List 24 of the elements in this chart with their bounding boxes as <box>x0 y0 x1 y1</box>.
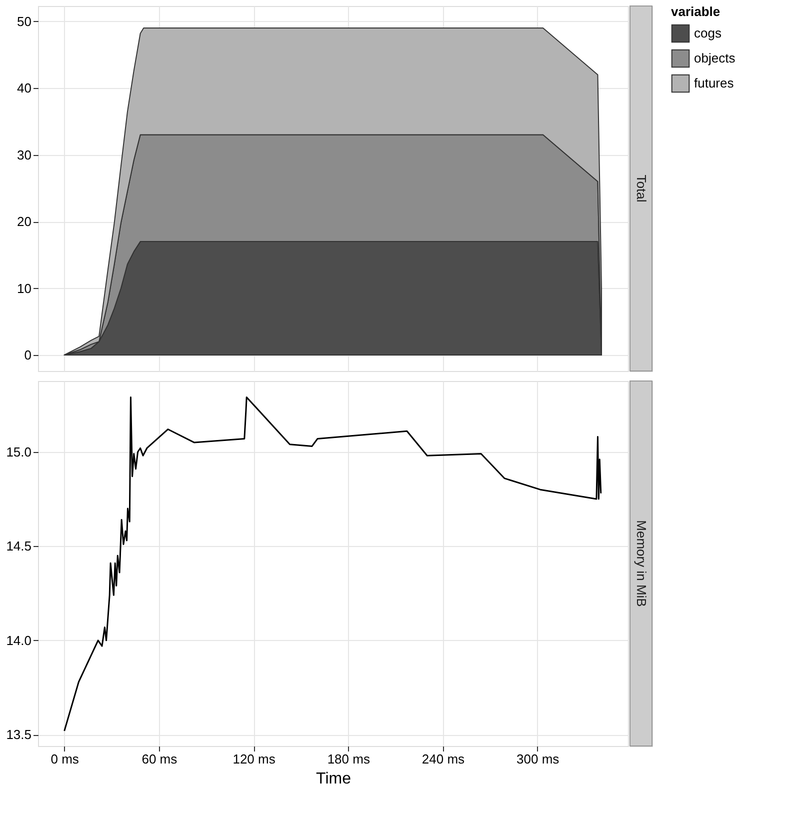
x-tick-label: 240 ms <box>422 752 466 766</box>
legend-label: futures <box>694 76 734 90</box>
x-tick-label: 180 ms <box>327 752 370 766</box>
x-axis-title: Time <box>316 770 352 788</box>
text: Memory in MiB <box>634 520 649 607</box>
text: Total <box>634 174 649 202</box>
y-tick-label: 40 <box>17 80 32 96</box>
x-tick-label: 0 ms <box>50 752 80 766</box>
y-tick-label: 50 <box>17 14 32 29</box>
y-tick-label: 30 <box>17 147 32 162</box>
legend-title: variable <box>671 4 720 19</box>
y-tick-label: 13.5 <box>6 727 32 742</box>
y-tick-label: 20 <box>17 214 32 230</box>
y-tick-label: 14.5 <box>6 538 32 554</box>
y-tick-label: 10 <box>17 280 32 296</box>
y-tick-label: 14.0 <box>6 632 32 648</box>
y-tick-label: 15.0 <box>6 444 32 460</box>
y-tick-label: 0 <box>24 347 32 362</box>
x-tick-label: 60 ms <box>142 752 178 766</box>
x-tick-label: 120 ms <box>232 752 276 766</box>
line-series <box>64 396 602 732</box>
legend-label: objects <box>694 50 736 66</box>
legend-label: cogs <box>694 26 722 40</box>
x-tick-label: 300 ms <box>516 752 560 766</box>
